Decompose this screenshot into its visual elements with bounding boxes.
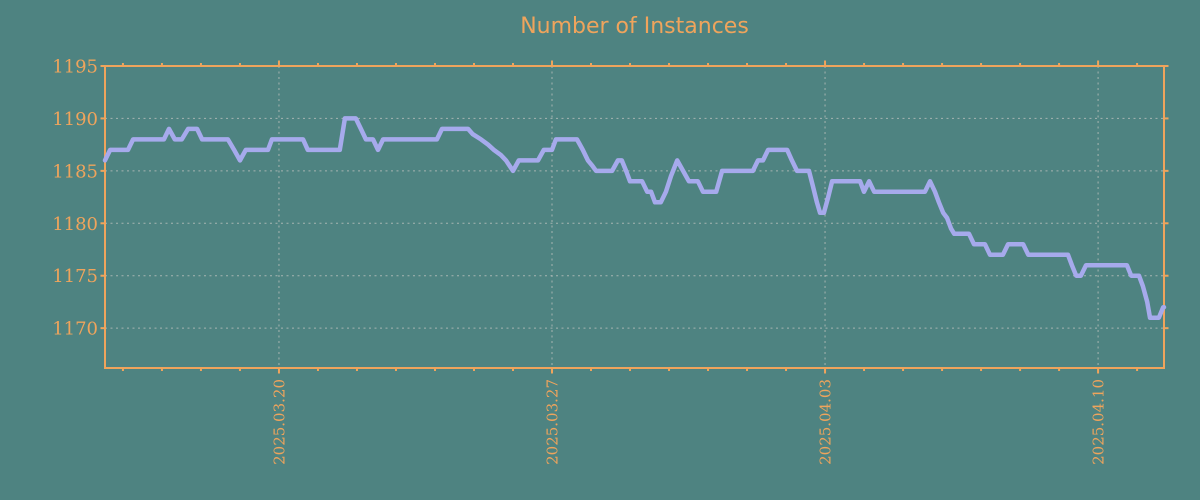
y-tick-label: 1175: [52, 266, 98, 287]
x-tick-label: 2025.04.03: [817, 379, 835, 465]
y-tick-label: 1180: [52, 214, 98, 235]
plot-border: [104, 65, 1165, 369]
series-line: [102, 116, 1167, 320]
chart-title: Number of Instances: [520, 14, 749, 39]
x-tick-label: 2025.03.20: [270, 379, 288, 465]
x-tick-label: 2025.04.10: [1090, 379, 1108, 465]
y-tick-label: 1185: [52, 161, 98, 182]
y-tick-label: 1195: [52, 57, 98, 78]
x-tick-label: 2025.03.27: [544, 379, 562, 465]
y-tick-label: 1170: [52, 319, 98, 340]
y-tick-label: 1190: [52, 109, 98, 130]
